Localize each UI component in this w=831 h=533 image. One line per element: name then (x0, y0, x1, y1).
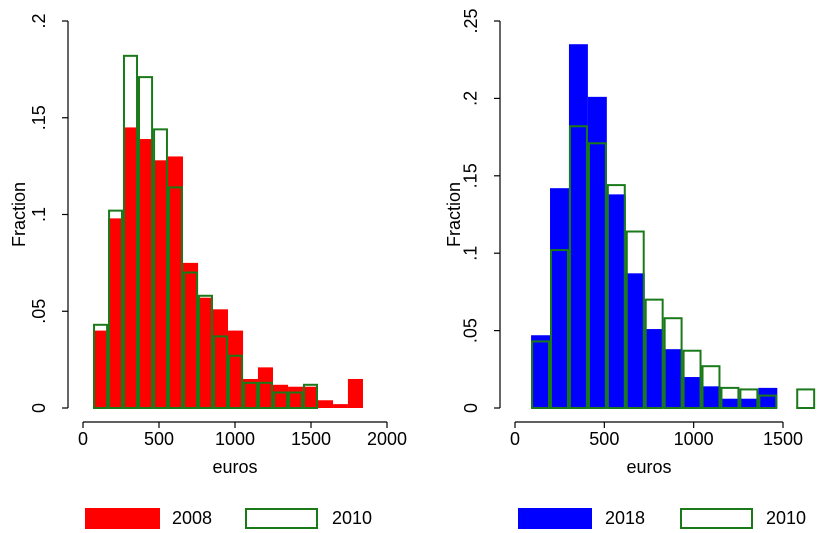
legend-label: 2008 (172, 508, 212, 528)
bar (93, 330, 109, 408)
bar (663, 349, 683, 408)
bar (606, 194, 626, 408)
legend-label: 2018 (605, 508, 645, 528)
y-tick-label: .05 (461, 318, 481, 343)
bar (796, 388, 816, 410)
y-tick-label: .15 (29, 105, 49, 130)
bar (550, 188, 569, 408)
x-tick-label: 500 (589, 429, 619, 449)
bar (93, 323, 109, 410)
bar (167, 156, 184, 408)
bar (198, 294, 213, 409)
x-tick-label: 0 (78, 429, 88, 449)
legend-label: 2010 (332, 508, 372, 528)
x-tick-label: 1500 (291, 429, 331, 449)
bar (625, 230, 645, 409)
bar (606, 184, 626, 409)
x-tick-label: 2000 (367, 429, 407, 449)
x-tick-label: 1000 (674, 429, 714, 449)
bar (568, 125, 588, 409)
y-tick-label: .25 (461, 8, 481, 33)
bar (288, 386, 303, 408)
bar (122, 127, 139, 409)
bar (531, 335, 551, 408)
y-tick-label: .1 (461, 246, 481, 261)
bar (720, 398, 740, 408)
legend-label: 2010 (766, 508, 806, 528)
bar (568, 44, 588, 408)
y-tick-label: .15 (461, 163, 481, 188)
bar (167, 186, 184, 409)
bar (587, 96, 607, 409)
bar (153, 160, 168, 408)
bar (198, 297, 213, 408)
bar (108, 209, 123, 409)
bar (257, 367, 273, 408)
legend-swatch (680, 508, 753, 529)
y-tick-label: .1 (29, 207, 49, 222)
bar (212, 335, 229, 409)
bar (663, 317, 683, 409)
bar (682, 377, 702, 408)
bar (228, 354, 244, 410)
bar (739, 398, 759, 408)
bar (138, 76, 154, 410)
bar (273, 391, 289, 409)
bar (739, 388, 759, 410)
bar (122, 54, 139, 410)
bar (333, 404, 348, 408)
bar (531, 340, 551, 410)
bar (273, 384, 289, 408)
bar (317, 400, 334, 408)
y-tick-label: 0 (461, 403, 481, 413)
x-tick-label: 500 (144, 429, 174, 449)
legend-swatch (85, 508, 160, 529)
bar (644, 329, 664, 408)
bar (243, 378, 258, 408)
bar (288, 391, 303, 409)
x-tick-label: 1500 (763, 429, 803, 449)
bar (682, 349, 702, 409)
bar (701, 365, 721, 410)
y-tick-label: .05 (29, 299, 49, 324)
bar (587, 142, 607, 410)
x-tick-label: 1000 (215, 429, 255, 449)
x-axis-title: euros (626, 457, 671, 477)
bar (644, 298, 664, 410)
y-axis-title: Fraction (9, 182, 29, 247)
bar (302, 386, 318, 408)
bar (183, 271, 199, 409)
y-tick-label: 0 (29, 403, 49, 413)
bar (758, 387, 778, 408)
bar (758, 394, 778, 409)
bar (720, 386, 740, 410)
x-tick-label: 0 (510, 429, 520, 449)
bar (347, 378, 363, 408)
bar (302, 383, 318, 409)
y-axis-title: Fraction (444, 182, 464, 247)
y-tick-label: .2 (29, 13, 49, 28)
bar (243, 381, 258, 410)
bar (183, 262, 199, 408)
bar (228, 330, 244, 408)
bar (701, 386, 721, 408)
bar (153, 128, 168, 410)
y-tick-label: .2 (461, 91, 481, 106)
x-axis-title: euros (212, 457, 257, 477)
bar (108, 218, 123, 408)
bar (138, 139, 154, 408)
legend-swatch (245, 508, 318, 529)
bar (625, 273, 645, 408)
bar (212, 309, 229, 408)
bar (257, 381, 273, 410)
bar (550, 249, 569, 409)
legend-swatch (518, 508, 592, 529)
